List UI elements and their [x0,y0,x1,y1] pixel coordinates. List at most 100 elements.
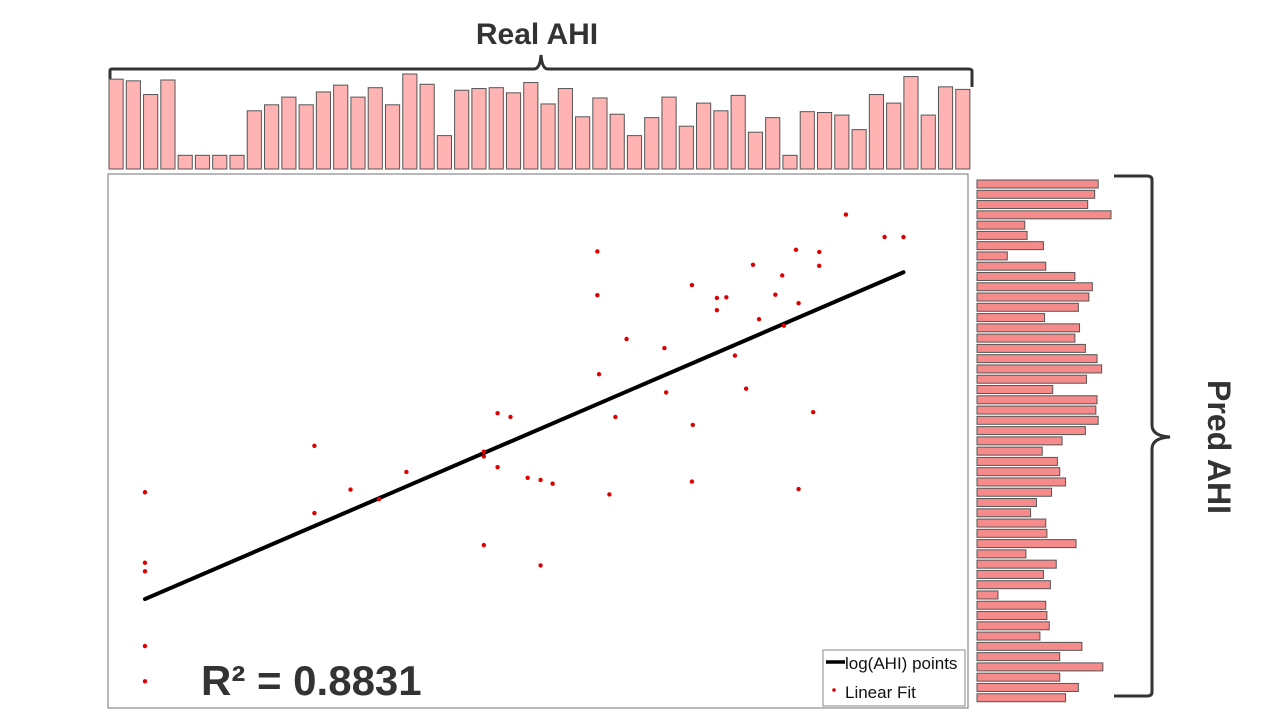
scatter-point [817,249,822,255]
scatter-point [348,487,353,492]
top-bar [384,104,401,170]
legend-dot-swatch [832,688,836,692]
top-bar [471,88,487,170]
scatter-point [525,475,530,481]
scatter-point [780,273,785,278]
scatter-point [312,510,317,516]
right-bar [976,508,1032,518]
top-bar [868,94,884,170]
right-bar [976,179,1099,189]
scatter-point [690,422,695,428]
scatter-point [142,679,148,684]
top-bar [557,88,573,170]
top-bar [333,84,349,170]
top-bar [350,96,366,170]
top-bar [886,102,902,170]
top-bar [696,102,712,170]
legend-label-1: Linear Fit [845,683,916,702]
top-bar [661,96,677,170]
right-bar [976,436,1063,446]
top-bar [194,154,211,170]
right-bar [976,220,1026,230]
plot-frame [107,173,969,709]
top-bar [713,110,729,170]
right-bar [976,241,1044,251]
top-bar [229,154,245,170]
right-bar [976,559,1057,569]
right-bar [976,426,1086,436]
scatter-points [142,212,906,684]
scatter-point [663,390,669,395]
top-histogram-title: Real AHI [476,18,598,51]
top-bar [367,87,383,170]
top-bar [782,154,798,170]
right-bar [976,498,1037,508]
top-bar [575,116,591,170]
top-bar [523,82,539,170]
right-bar [976,384,1054,394]
top-bar [765,117,781,170]
top-bar [834,114,850,170]
scatter-point [613,414,618,420]
right-bar [976,672,1061,682]
scatter-point [750,262,756,267]
legend: log(AHI) points Linear Fit [822,649,966,707]
right-bar [976,600,1047,610]
right-bar [976,271,1076,281]
right-bar [976,313,1046,323]
right-bar [976,261,1047,271]
scatter-point [817,263,822,269]
top-bar [747,131,764,170]
right-bar [976,374,1088,384]
legend-label-0: log(AHI) points [845,654,957,673]
scatter-point [624,336,629,342]
scatter-point [142,560,148,565]
top-bar [177,154,193,170]
scatter-point [376,497,382,502]
top-bar [592,97,608,170]
top-bar [540,103,556,170]
scatter-point [595,293,600,298]
scatter-point [607,492,612,497]
top-bar [903,76,919,170]
scatter-point [901,234,906,240]
scatter-point [662,345,667,351]
right-bar [976,528,1048,538]
top-bar [730,94,746,170]
top-bar [799,111,815,170]
top-bar [609,113,625,170]
top-bar [419,83,435,170]
right-bar [976,251,1008,261]
top-bar [937,86,954,170]
right-bar [976,343,1086,353]
right-bar [976,333,1076,343]
scatter-point [796,486,801,492]
fit-line [142,270,906,602]
scatter-point [495,464,500,470]
right-bar [976,477,1067,487]
right-bar [976,467,1061,477]
right-bracket [1114,174,1171,698]
top-bar [315,91,332,170]
scatter-point [596,372,602,377]
scatter-point [714,295,720,301]
right-bar [976,682,1079,692]
scatter-point [550,481,555,486]
scatter-point [495,411,500,416]
scatter-point [312,443,317,449]
right-histogram-title: Pred AHI [1201,380,1237,514]
top-bar [454,89,470,170]
scatter-point [756,317,762,322]
top-bar [626,135,643,170]
scatter-point [732,353,738,358]
scatter-point [142,490,148,495]
right-bar [976,230,1028,240]
scatter-point [882,234,887,240]
top-bar [851,129,867,170]
right-bar [976,518,1047,528]
right-bar [976,395,1098,405]
scatter-point [811,409,816,415]
scatter-point [689,282,695,288]
right-bar [976,210,1112,220]
right-bar [976,693,1067,703]
